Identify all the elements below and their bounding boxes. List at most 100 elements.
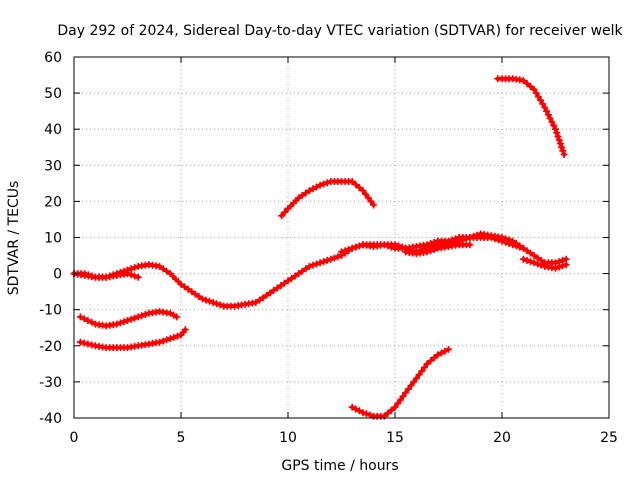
data-point — [502, 235, 510, 243]
y-axis-label: SDTVAR / TECUs — [6, 181, 22, 296]
data-point — [76, 313, 84, 321]
data-point — [163, 336, 171, 344]
data-point — [539, 100, 547, 108]
data-point — [407, 382, 415, 389]
data-point — [541, 104, 549, 111]
series-arc-9 — [348, 345, 452, 420]
data-point — [134, 273, 142, 281]
data-point — [555, 136, 563, 144]
y-tick-label: 10 — [44, 231, 62, 247]
data-point — [509, 237, 517, 245]
data-point — [348, 178, 356, 185]
data-point — [352, 243, 360, 251]
x-tick-label: 0 — [70, 430, 79, 446]
data-point — [423, 248, 431, 256]
data-point — [195, 293, 203, 300]
data-point — [530, 252, 538, 259]
data-point — [213, 300, 221, 308]
data-point — [363, 410, 370, 418]
data-point — [323, 256, 331, 264]
series-arc-5 — [519, 255, 570, 272]
data-point — [302, 189, 310, 197]
data-point — [556, 140, 564, 148]
data-point — [537, 96, 544, 104]
data-point — [259, 294, 267, 302]
data-point — [391, 241, 399, 249]
y-tick-label: -40 — [39, 411, 62, 427]
y-tick-label: -30 — [39, 375, 62, 391]
data-point — [544, 111, 552, 119]
data-point — [527, 83, 534, 90]
data-point — [554, 132, 562, 140]
data-point — [181, 326, 189, 334]
data-point — [362, 190, 370, 198]
data-point — [348, 244, 356, 252]
data-point — [131, 314, 139, 322]
y-tick-label: 30 — [44, 158, 62, 174]
data-point — [359, 187, 367, 195]
data-point — [534, 93, 542, 101]
x-axis-label: GPS time / hours — [281, 458, 398, 474]
data-point — [359, 409, 367, 417]
data-point — [559, 262, 567, 270]
data-point — [305, 262, 313, 270]
data-point — [198, 295, 206, 303]
data-point — [313, 260, 320, 268]
data-point — [527, 249, 534, 257]
data-point — [396, 396, 404, 404]
data-point — [76, 338, 84, 346]
data-point — [441, 347, 449, 355]
data-point — [550, 122, 558, 130]
data-point — [120, 318, 128, 326]
data-point — [320, 258, 328, 266]
data-point — [530, 86, 538, 93]
series-arc-7 — [76, 326, 189, 352]
data-point — [399, 392, 407, 400]
data-point — [295, 270, 303, 278]
data-point — [320, 180, 328, 188]
data-point — [291, 272, 299, 280]
x-tick-label: 15 — [386, 430, 404, 446]
data-point — [141, 311, 149, 318]
data-point — [562, 261, 570, 269]
data-point — [170, 333, 178, 341]
data-point — [131, 272, 139, 280]
data-point — [184, 285, 192, 293]
data-point — [415, 371, 423, 379]
data-point — [430, 354, 438, 362]
data-point — [252, 299, 260, 306]
data-point — [519, 244, 527, 252]
data-point — [404, 385, 412, 393]
data-point — [80, 315, 88, 323]
data-point — [173, 332, 181, 340]
data-point — [532, 89, 540, 97]
data-point — [127, 315, 135, 323]
data-point — [553, 129, 561, 137]
data-point — [334, 253, 342, 261]
data-point — [355, 407, 363, 415]
data-point — [216, 301, 224, 309]
data-point — [124, 317, 131, 324]
plot-area — [70, 75, 570, 420]
y-tick-label: 20 — [44, 194, 62, 210]
data-point — [366, 411, 374, 419]
data-point — [316, 181, 324, 189]
x-tick-label: 5 — [177, 430, 186, 446]
data-point — [462, 235, 470, 243]
data-point — [519, 255, 527, 263]
data-point — [84, 340, 92, 348]
y-tick-label: 40 — [44, 122, 62, 138]
data-point — [341, 247, 349, 255]
data-point — [546, 114, 554, 122]
data-point — [466, 234, 474, 241]
data-point — [166, 335, 174, 343]
data-point — [434, 351, 442, 359]
data-point — [323, 179, 331, 187]
data-point — [134, 313, 142, 321]
data-point — [156, 262, 164, 270]
data-point — [355, 184, 363, 192]
series-arc-4 — [402, 241, 474, 258]
data-point — [560, 151, 568, 158]
data-point — [309, 261, 317, 269]
